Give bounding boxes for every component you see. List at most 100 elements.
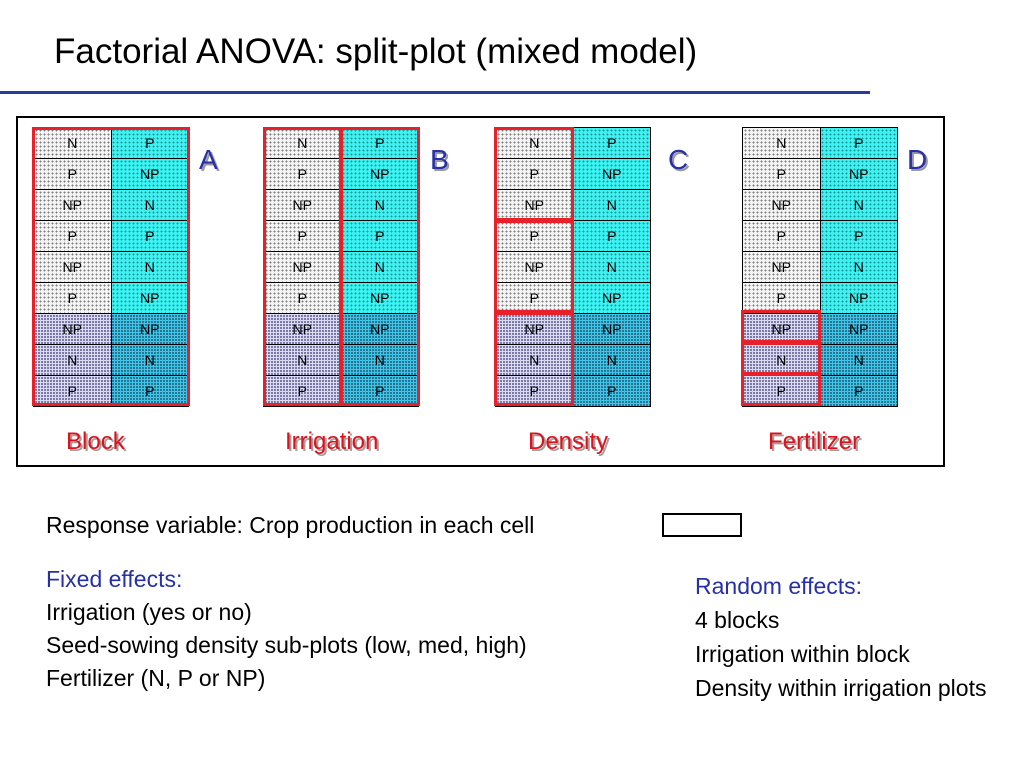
plot-cell: N [819,344,898,376]
title-underline [0,91,870,94]
grid-caption-fertilizer: Fertilizer [768,428,861,455]
random-effects: Random effects: 4 blocks Irrigation with… [695,569,1005,705]
grid-caption-irrigation: Irrigation [285,428,379,455]
plot-cell: NP [742,251,821,283]
plot-cell: P [33,375,112,407]
plot-cell: N [742,127,821,159]
plot-cell: P [572,220,651,252]
plot-row: NP N [33,189,189,221]
diagram-frame [16,116,945,467]
plot-cell: P [742,220,821,252]
plot-cell: NP [33,251,112,283]
grid-letter-d: D [907,144,928,175]
plot-cell: NP [33,189,112,221]
grid-fertilizer: N P P NP NP N P P NP N P NP NP NP N N P P [742,127,898,407]
fixed-effect-item: Fertilizer (N, P or NP) [46,665,266,691]
plot-cell: NP [572,282,651,314]
plot-cell: P [263,220,342,252]
plot-cell: N [340,251,419,283]
plot-cell: NP [263,189,342,221]
plot-row: NP N [263,189,419,221]
grid-letter-a: A [199,144,218,175]
plot-row: P NP [495,158,651,190]
random-effect-item: 4 blocks [695,607,780,633]
plot-cell: NP [495,313,574,345]
plot-cell: N [263,127,342,159]
plot-table: N P P NP NP N P P NP N P NP NP NP N N P P [495,127,651,407]
plot-cell: N [742,344,821,376]
fixed-effects-heading: Fixed effects: [46,566,183,592]
plot-cell: N [495,127,574,159]
plot-cell: P [263,282,342,314]
fixed-effect-item: Irrigation (yes or no) [46,599,252,625]
plot-cell: N [110,189,189,221]
plot-cell: P [33,282,112,314]
plot-cell: P [340,127,419,159]
plot-row: P NP [742,282,898,314]
fixed-effects: Fixed effects: Irrigation (yes or no) Se… [46,563,666,695]
plot-cell: P [819,220,898,252]
plot-cell: NP [340,313,419,345]
plot-cell: N [340,189,419,221]
plot-cell: P [33,158,112,190]
plot-cell: N [340,344,419,376]
plot-row: P NP [33,158,189,190]
response-variable-text: Response variable: Crop production in ea… [46,512,535,538]
plot-cell: N [110,344,189,376]
plot-table: N P P NP NP N P P NP N P NP NP NP N N P P [33,127,189,407]
cell-swatch [662,513,742,537]
plot-table: N P P NP NP N P P NP N P NP NP NP N N P P [742,127,898,407]
grid-block: N P P NP NP N P P NP N P NP NP NP N N P P [33,127,189,407]
plot-cell: NP [495,251,574,283]
plot-row: P NP [495,282,651,314]
plot-cell: NP [819,158,898,190]
grid-letter-c: C [668,144,689,175]
plot-cell: NP [742,189,821,221]
plot-cell: P [572,375,651,407]
plot-row: NP NP [742,313,898,345]
plot-cell: NP [742,313,821,345]
plot-cell: N [110,251,189,283]
random-effect-item: Density within irrigation plots [695,675,987,701]
plot-cell: P [263,375,342,407]
plot-cell: P [110,220,189,252]
grid-letter-b: B [430,144,449,175]
plot-cell: P [110,375,189,407]
plot-cell: P [495,282,574,314]
plot-cell: NP [340,282,419,314]
plot-cell: P [819,127,898,159]
plot-cell: NP [263,251,342,283]
plot-cell: NP [572,313,651,345]
grid-irrigation: N P P NP NP N P P NP N P NP NP NP N N P P [263,127,419,407]
plot-cell: P [340,375,419,407]
plot-table: N P P NP NP N P P NP N P NP NP NP N N P P [263,127,419,407]
grid-density: N P P NP NP N P P NP N P NP NP NP N N P P [495,127,651,407]
plot-row: NP NP [33,313,189,345]
plot-cell: NP [572,158,651,190]
plot-row: P NP [33,282,189,314]
plot-cell: N [263,344,342,376]
plot-cell: NP [819,313,898,345]
plot-cell: N [819,189,898,221]
plot-cell: P [263,158,342,190]
plot-cell: NP [110,282,189,314]
plot-row: NP N [495,251,651,283]
plot-cell: NP [819,282,898,314]
plot-cell: P [495,220,574,252]
plot-cell: N [572,344,651,376]
slide-title: Factorial ANOVA: split-plot (mixed model… [54,32,698,71]
plot-row: P NP [263,158,419,190]
plot-cell: P [495,375,574,407]
plot-row: NP N [263,251,419,283]
plot-cell: P [340,220,419,252]
